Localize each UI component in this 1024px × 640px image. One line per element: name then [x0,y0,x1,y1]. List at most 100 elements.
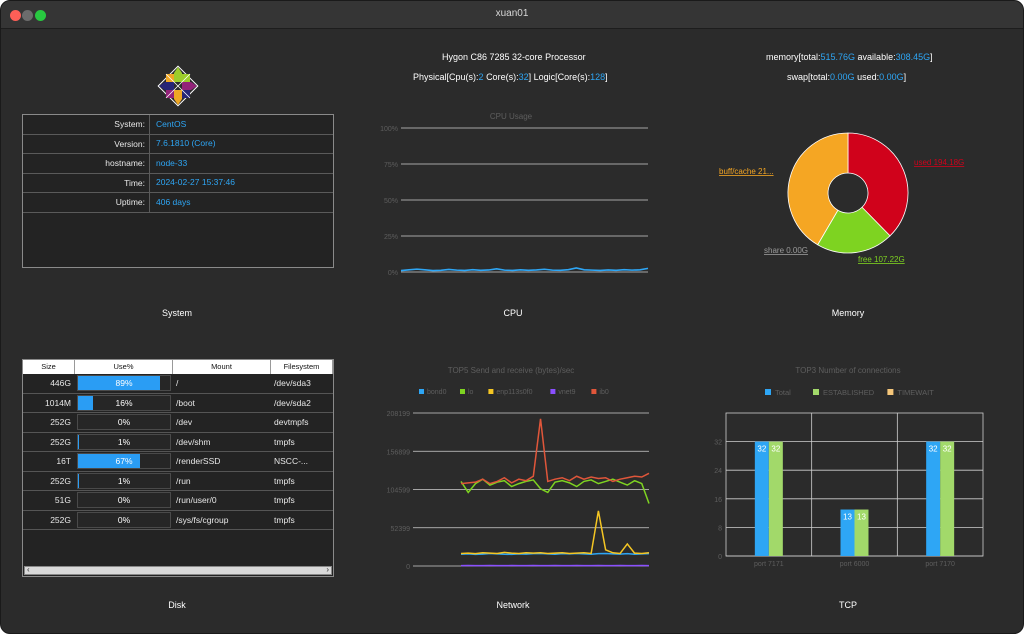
disk-usage-percent: 16% [115,397,133,408]
system-info-value: 406 days [156,196,191,207]
minimize-window-button[interactable] [22,10,33,21]
disk-size: 51G [54,495,71,506]
system-info-key: Version: [23,134,150,153]
y-tick-label: 0 [718,554,722,561]
disk-usage-fill [78,434,79,449]
disk-usage-percent: 0% [117,514,131,525]
disk-row[interactable]: 51G 0% /run/user/0 tmpfs [23,491,333,511]
disk-table-body: 446G 89% / /dev/sda3 1014M 16% /boot/dev/sda2 2… [23,374,333,530]
disk-usage-fill [78,376,160,391]
system-info-value: node-33 [156,157,188,168]
disk-mount: /dev/shm [176,436,211,447]
tcp-bar [840,509,855,556]
disk-filesystem: /dev/sda3 [274,378,311,389]
memory-summary: memory[total:515.76G available:308.45G] [766,52,933,62]
disk-usage-bar: 0% [77,492,171,509]
y-tick-label: 52399 [391,526,411,533]
disk-usage-bar: 0% [77,511,171,528]
legend-swatch [550,389,556,394]
bar-data-label: 32 [929,445,938,454]
tcp-bar [754,441,769,556]
disk-column-header[interactable]: Mount [173,360,271,374]
disk-filesystem: tmpfs [274,495,295,506]
scroll-left-icon[interactable]: ‹ [27,565,30,574]
disk-table[interactable]: Size Use% Mount Filesystem 446G 89% / /dev/sda… [22,359,334,577]
network-series-line [460,510,650,555]
disk-usage-cell: 1% [75,472,173,489]
disk-filesystem: NSCC-... [274,456,308,467]
disk-size: 252G [50,436,71,447]
system-info-row: Uptime: 406 days [23,193,333,213]
cpu-caption: CPU [503,308,523,318]
cpu-core-summary: Physical[Cpu(s):2 Core(s):32] Logic[Core… [413,72,608,82]
y-tick-label: 16 [714,497,722,504]
title-bar: xuan01 [1,1,1023,29]
tcp-bar [926,441,941,556]
network-series-line [460,478,650,504]
disk-usage-percent: 0% [117,495,131,506]
disk-usage-cell: 0% [75,511,173,528]
tcp-connections-chart: TOP3 Number of connections Total ESTABLISH… [714,366,984,568]
y-tick-label: 25% [384,234,398,241]
tcp-bar [854,509,869,556]
disk-row[interactable]: 252G 1% /run tmpfs [23,472,333,491]
legend-swatch [887,389,894,395]
bar-data-label: 32 [757,445,766,454]
disk-row[interactable]: 252G 0% /dev devtmpfs [23,413,333,433]
disk-filesystem: tmpfs [274,436,295,447]
legend-swatch [765,389,771,395]
network-series-line [460,418,650,485]
system-caption: System [161,308,192,318]
disk-usage-bar: 89% [77,375,171,392]
legend-label: enp113s0f0 [496,389,532,396]
bar-data-label: 32 [771,445,780,454]
scroll-right-icon[interactable]: › [326,565,329,574]
system-info-table: System: CentOS Version: 7.6.1810 (Core) host… [22,114,334,268]
legend-label: lo [468,389,474,396]
disk-usage-cell: 1% [75,433,173,450]
disk-usage-bar: 1% [77,433,171,450]
disk-usage-bar: 0% [77,414,171,431]
pie-slice [787,132,849,246]
disk-usage-fill [78,473,79,488]
network-caption: Network [496,600,530,610]
x-tick-label: port 7171 [754,561,784,568]
disk-usage-cell: 67% [75,453,173,470]
close-window-button[interactable] [10,10,21,21]
disk-column-header[interactable]: Use% [75,360,173,374]
bar-data-label: 13 [857,513,866,522]
disk-usage-cell: 0% [75,414,173,431]
legend-swatch [419,389,424,394]
zoom-window-button[interactable] [35,10,46,21]
pie-slice-label: used 194.18G [914,158,964,167]
system-info-value: CentOS [156,118,187,129]
y-tick-label: 8 [718,525,722,532]
disk-row[interactable]: 446G 89% / /dev/sda3 [23,374,333,394]
disk-mount: /renderSSD [176,456,221,467]
disk-row[interactable]: 252G 1% /dev/shm tmpfs [23,433,333,452]
window-title: xuan01 [495,8,529,19]
system-info-row: hostname: node-33 [23,154,333,174]
pie-slice [817,206,891,254]
disk-column-header[interactable]: Size [23,360,75,374]
disk-row[interactable]: 252G 0% /sys/fs/cgroup tmpfs [23,511,333,530]
disk-usage-fill [78,395,93,410]
y-tick-label: 156899 [387,449,410,456]
pie-slice-label: buff/cache 21... [719,167,774,176]
pie-slice-label: share 0.00G [764,246,808,255]
disk-filesystem: /dev/sda2 [274,397,311,408]
horizontal-scrollbar[interactable]: ‹ › [24,565,332,575]
disk-column-header[interactable]: Filesystem [271,360,333,374]
legend-swatch [813,389,819,395]
disk-mount: /boot [176,397,195,408]
disk-row[interactable]: 1014M 16% /boot/dev/sda2 [23,394,333,413]
disk-row[interactable]: 16T 67% /renderSSD NSCC-... [23,452,333,472]
legend-swatch [488,389,494,394]
y-tick-label: 24 [714,468,722,475]
disk-usage-percent: 0% [117,417,131,428]
y-tick-label: 100% [380,126,398,133]
system-info-row: Time: 2024-02-27 15:37:46 [23,173,333,193]
network-chart: TOP5 Send and receive (bytes)/sec bond0 lo… [387,366,650,571]
tcp-caption: TCP [839,600,857,610]
tcp-bar [768,441,783,556]
